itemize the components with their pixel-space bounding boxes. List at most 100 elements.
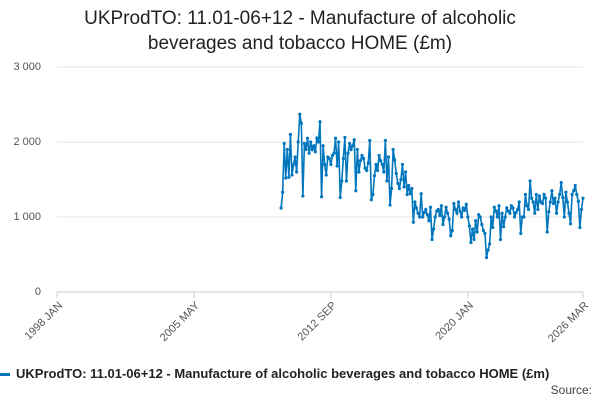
- data-point: [354, 189, 358, 193]
- data-point: [343, 135, 347, 140]
- data-point: [380, 162, 384, 167]
- data-point: [368, 138, 372, 143]
- data-point: [422, 210, 426, 215]
- data-point: [352, 138, 356, 142]
- data-point: [545, 230, 549, 234]
- series-line: [280, 114, 584, 258]
- data-point: [455, 211, 459, 215]
- data-point: [371, 192, 375, 197]
- data-point: [474, 219, 478, 223]
- data-point: [486, 248, 490, 252]
- data-point: [525, 204, 529, 208]
- data-point: [375, 168, 380, 173]
- data-point: [464, 202, 468, 206]
- data-point: [332, 151, 336, 155]
- data-point: [554, 211, 559, 215]
- data-point: [315, 136, 319, 140]
- data-point: [298, 112, 302, 116]
- x-tick-label: 2020 JAN: [433, 300, 476, 343]
- data-point: [430, 237, 434, 242]
- data-point: [307, 151, 311, 155]
- data-point: [556, 200, 560, 204]
- data-point: [329, 162, 333, 167]
- data-point: [351, 144, 355, 148]
- data-point: [324, 173, 328, 177]
- data-point: [489, 215, 493, 219]
- data-point: [361, 156, 366, 161]
- data-point: [405, 192, 409, 197]
- data-point: [553, 196, 557, 200]
- data-point: [402, 185, 406, 189]
- data-point: [330, 153, 335, 158]
- data-point: [568, 222, 573, 226]
- data-point: [296, 140, 300, 144]
- data-point: [456, 200, 461, 204]
- data-point: [327, 156, 331, 161]
- data-point: [536, 207, 540, 212]
- data-point: [562, 215, 566, 219]
- data-point: [441, 222, 445, 227]
- data-point: [288, 132, 293, 137]
- chart-title: UKProdTO: 11.01-06+12 - Manufacture of a…: [84, 8, 516, 54]
- data-point: [372, 174, 377, 178]
- data-point: [509, 204, 514, 208]
- data-point: [316, 140, 321, 144]
- data-point: [323, 162, 327, 167]
- data-point: [567, 211, 571, 215]
- data-point: [363, 166, 367, 170]
- data-point: [570, 192, 574, 197]
- data-point: [572, 189, 576, 193]
- data-point: [491, 225, 495, 230]
- data-point: [528, 179, 532, 183]
- data-point: [385, 179, 389, 183]
- data-point: [484, 255, 489, 260]
- data-point: [319, 195, 324, 199]
- data-point: [341, 156, 345, 161]
- data-point: [447, 217, 451, 221]
- data-point: [461, 206, 465, 210]
- data-point: [475, 230, 479, 234]
- data-point: [442, 215, 447, 219]
- data-point: [540, 201, 545, 206]
- data-point: [388, 203, 392, 207]
- data-point: [290, 173, 294, 177]
- data-point: [453, 207, 457, 212]
- data-point: [547, 210, 551, 214]
- y-tick-label: 0: [35, 286, 41, 298]
- data-point: [413, 200, 417, 204]
- data-point: [466, 215, 470, 219]
- legend-swatch: [0, 373, 10, 377]
- data-point: [534, 192, 538, 197]
- data-point: [579, 207, 584, 212]
- data-point: [512, 215, 517, 219]
- data-point: [550, 189, 554, 193]
- data-point: [470, 227, 475, 231]
- data-point: [432, 227, 436, 231]
- data-point: [533, 211, 537, 215]
- data-point: [403, 170, 408, 174]
- data-point: [558, 192, 562, 197]
- data-point: [313, 150, 317, 154]
- data-point: [293, 155, 297, 159]
- data-point: [565, 200, 570, 204]
- data-point: [452, 201, 456, 206]
- data-point: [537, 194, 542, 198]
- data-point: [369, 198, 373, 202]
- legend-label: UKProdTO: 11.01-06+12 - Manufacture of a…: [16, 366, 550, 381]
- data-point: [467, 224, 471, 228]
- data-point: [424, 207, 428, 212]
- data-point: [559, 180, 563, 185]
- data-point: [561, 195, 565, 200]
- data-point: [511, 206, 515, 210]
- data-point: [492, 205, 496, 209]
- data-point: [355, 147, 359, 152]
- data-point: [544, 196, 548, 200]
- data-point: [321, 144, 325, 148]
- data-point: [463, 208, 467, 212]
- data-point: [480, 222, 484, 227]
- data-point: [284, 176, 288, 180]
- data-point: [389, 186, 394, 191]
- data-point: [428, 205, 433, 209]
